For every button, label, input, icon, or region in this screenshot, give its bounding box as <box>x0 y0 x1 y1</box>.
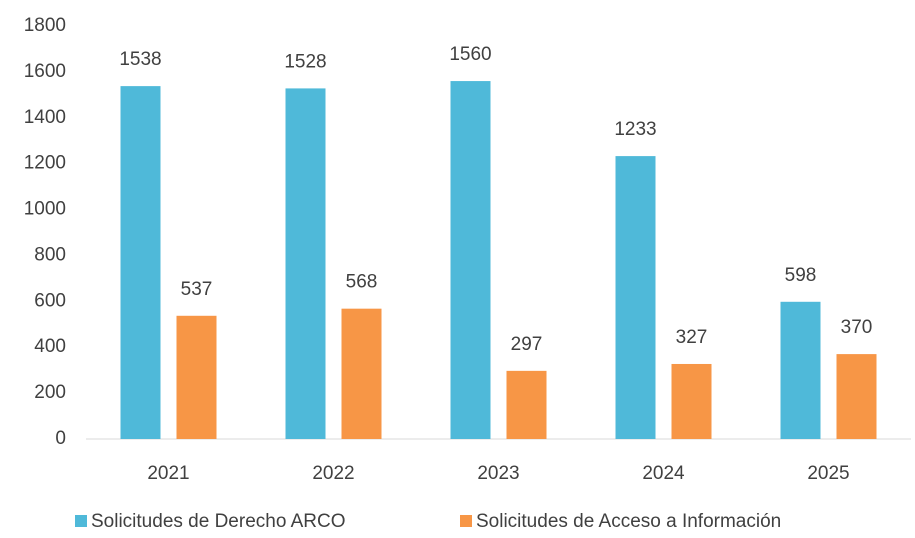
bar <box>836 354 877 439</box>
y-tick-label: 0 <box>55 428 66 449</box>
bar <box>615 156 656 439</box>
y-tick-label: 1200 <box>24 153 66 174</box>
bar <box>120 86 161 439</box>
x-tick-label: 2025 <box>807 463 849 484</box>
bar <box>671 363 712 439</box>
data-label: 1538 <box>119 49 161 70</box>
bar <box>506 370 547 439</box>
bar <box>285 88 326 440</box>
data-label: 568 <box>346 272 378 293</box>
bar <box>780 301 821 439</box>
bar <box>450 81 491 440</box>
data-label: 1560 <box>449 44 491 65</box>
data-label: 327 <box>676 327 708 348</box>
legend-swatch <box>75 515 87 527</box>
y-tick-label: 400 <box>34 336 66 357</box>
data-label: 537 <box>181 279 213 300</box>
x-tick-label: 2021 <box>147 463 189 484</box>
x-tick-label: 2024 <box>642 463 685 484</box>
y-tick-label: 1000 <box>24 199 66 220</box>
y-tick-label: 600 <box>34 290 66 311</box>
data-label: 297 <box>511 334 543 355</box>
data-label: 1233 <box>614 119 656 140</box>
legend-swatch <box>460 515 472 527</box>
y-tick-label: 1600 <box>24 61 66 82</box>
x-tick-label: 2023 <box>477 463 519 484</box>
y-tick-label: 200 <box>34 382 66 403</box>
y-tick-label: 1400 <box>24 107 66 128</box>
data-label: 598 <box>785 265 817 286</box>
bar <box>176 315 217 439</box>
data-label: 370 <box>841 317 873 338</box>
x-tick-label: 2022 <box>312 463 354 484</box>
legend-label: Solicitudes de Acceso a Información <box>476 511 781 532</box>
data-label: 1528 <box>284 51 326 72</box>
y-tick-label: 1800 <box>24 15 66 36</box>
y-tick-label: 800 <box>34 244 66 265</box>
legend-label: Solicitudes de Derecho ARCO <box>91 511 346 532</box>
bar <box>341 308 382 439</box>
